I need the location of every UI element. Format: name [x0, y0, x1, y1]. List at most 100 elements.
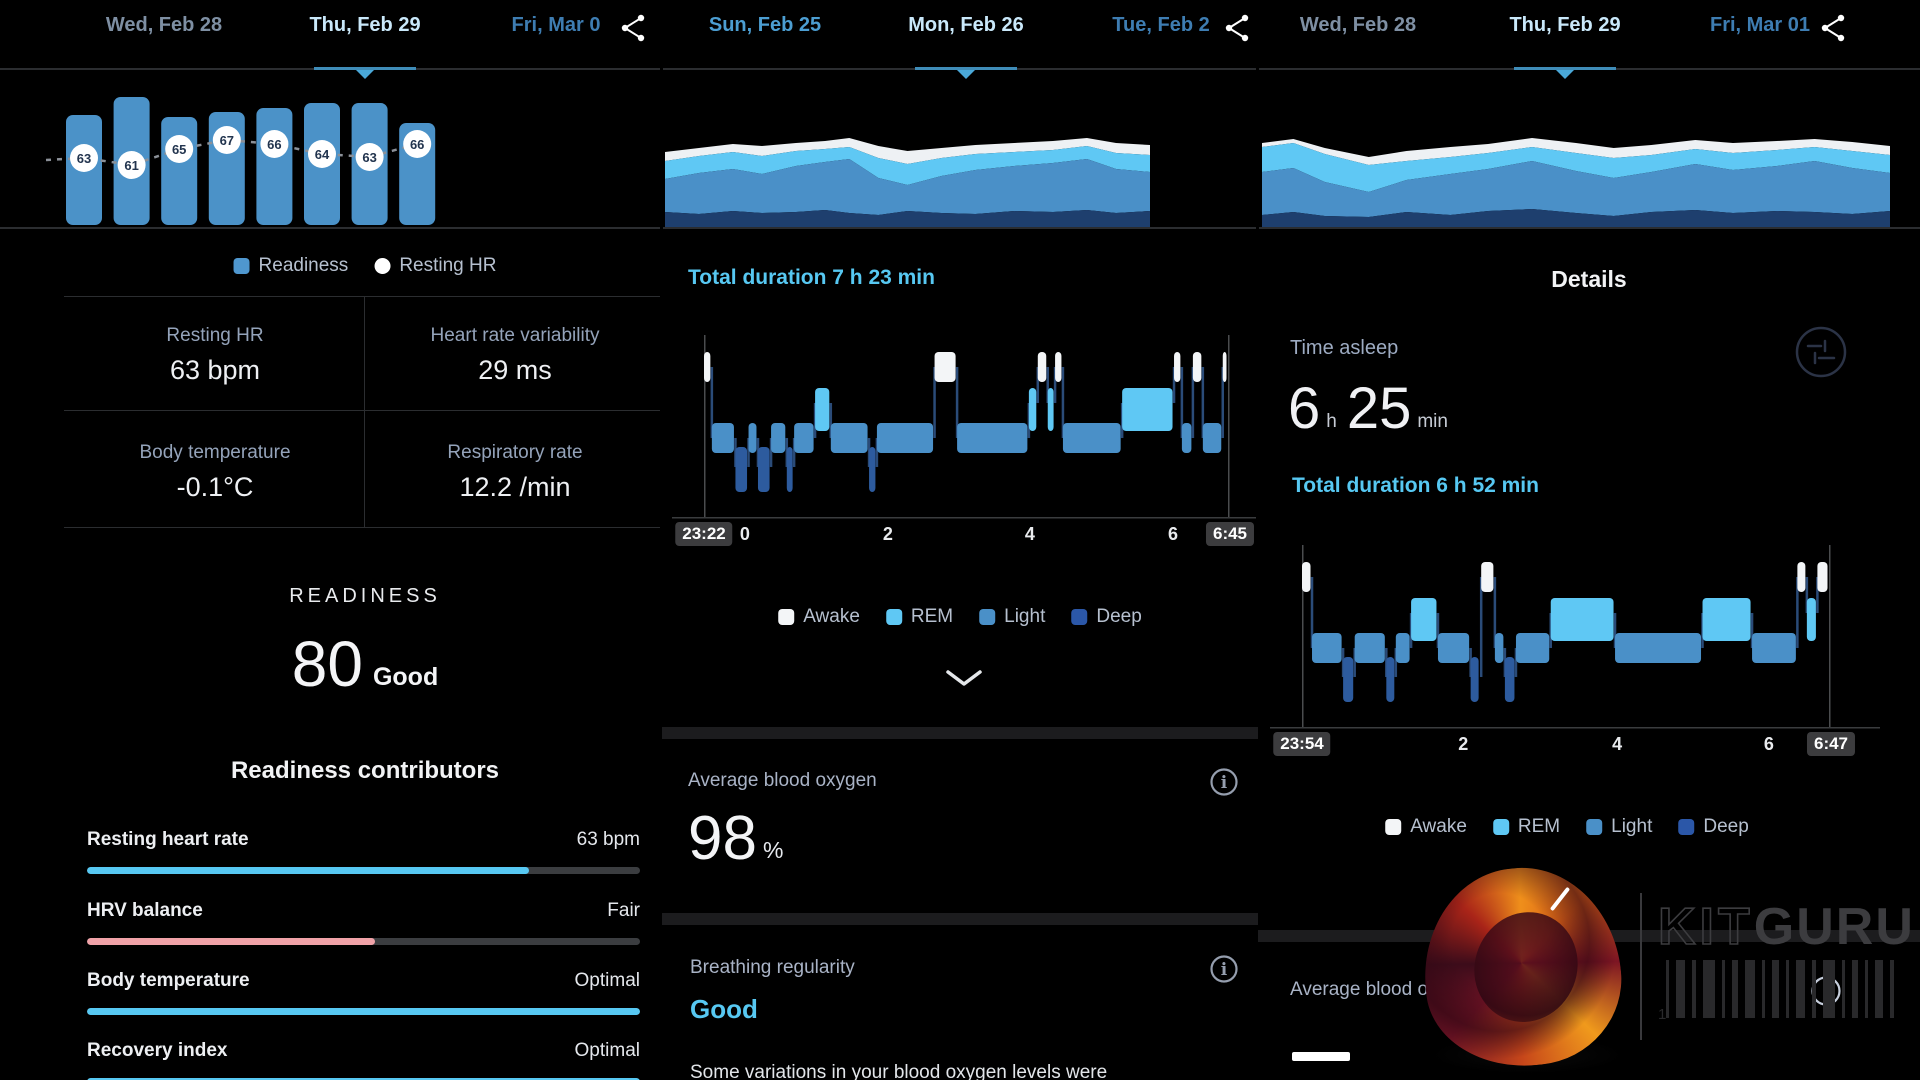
sleep-stages-chart[interactable] [1270, 539, 1880, 731]
date-tab-thu-feb-29[interactable]: Thu, Feb 29 [309, 14, 421, 36]
sleep-trend-area-chart[interactable] [665, 95, 1150, 229]
barcode-stripe [1722, 960, 1725, 1018]
date-tab-mon-feb-26[interactable]: Mon, Feb 26 [908, 14, 1024, 36]
breathing-regularity-label: Breathing regularity [690, 957, 855, 978]
hypnogram-tick-4: 4 [1612, 734, 1623, 754]
contributor-value-1: Fair [607, 900, 640, 921]
legend-label: Awake [1410, 816, 1467, 837]
stats-grid-line [64, 296, 660, 297]
barcode-stripe [1890, 960, 1894, 1018]
legend-item-rem: REM [1492, 816, 1561, 838]
date-tab-wed-feb-28[interactable]: Wed, Feb 28 [1299, 14, 1417, 36]
barcode-stripe [1703, 960, 1715, 1018]
contributor-value-0: 63 bpm [576, 829, 640, 850]
contributor-label-2: Body temperature [87, 970, 250, 991]
breathing-regularity-value: Good [690, 994, 758, 1024]
stats-grid-line [64, 527, 660, 528]
readiness-trend-chart[interactable]: 63 61 65 67 66 64 63 66 [40, 85, 460, 235]
svg-text:65: 65 [172, 142, 186, 157]
hypnogram-tick-6: 6 [1763, 734, 1774, 754]
legend-label: Resting HR [399, 255, 497, 276]
date-tab-sun-feb-25[interactable]: Sun, Feb 25 [708, 14, 822, 36]
hypnogram-end-time-badge: 6:45 [1205, 522, 1255, 546]
svg-text:i: i [1221, 960, 1228, 980]
total-duration-label-3: Total duration 6 h 52 min [1292, 474, 1539, 497]
contributor-label-3: Recovery index [87, 1040, 228, 1061]
contributor-label-1: HRV balance [87, 900, 203, 921]
hypnogram-tick-2: 2 [1458, 734, 1469, 754]
p2-chart-baseline [663, 227, 1256, 229]
barcode-stripe [1676, 960, 1685, 1018]
selected-date-pointer [1556, 70, 1574, 79]
stat-value-3: 12.2 /min [459, 472, 571, 502]
legend-item-light: Light [1586, 816, 1652, 838]
hypnogram-tick-4: 4 [1024, 524, 1035, 544]
readiness-score-rating: Good [372, 663, 439, 691]
time-asleep-label: Time asleep [1290, 337, 1399, 359]
info-icon[interactable]: i [1209, 767, 1239, 797]
selected-date-underline [915, 67, 1017, 70]
readiness-chart-legend: Readiness Resting HR [233, 255, 496, 277]
share-icon[interactable] [1818, 13, 1848, 43]
blood-oxygen-unit: % [762, 837, 784, 863]
selected-date-underline [314, 67, 416, 70]
contributor-bar-1 [87, 938, 640, 945]
readiness-score: 80 Good [292, 632, 438, 696]
contributor-label-0: Resting heart rate [87, 829, 249, 850]
p3-chart-baseline [1259, 227, 1920, 229]
contributor-bar-fill [87, 938, 375, 945]
svg-text:63: 63 [362, 150, 376, 165]
barcode-stripe [1842, 960, 1845, 1018]
svg-text:63: 63 [77, 151, 91, 166]
stat-label-3: Respiratory rate [447, 442, 583, 463]
kitguru-kit-text: KIT [1657, 898, 1754, 956]
light-swatch-icon [1586, 819, 1603, 835]
sleep-stage-legend: Awake REM Light Deep [1385, 816, 1749, 838]
date-tab-fri-mar-0[interactable]: Fri, Mar 0 [511, 14, 601, 36]
info-icon[interactable]: i [1209, 954, 1239, 984]
legend-label: Light [1004, 606, 1046, 627]
contributor-bar-3 [87, 1078, 640, 1080]
expand-chevron-icon[interactable] [946, 670, 982, 687]
stats-grid-line [64, 410, 660, 411]
share-icon[interactable] [618, 13, 648, 43]
svg-text:67: 67 [220, 133, 234, 148]
breathing-note-text: Some variations in your blood oxygen lev… [690, 1062, 1108, 1080]
date-tab-tue-feb-2[interactable]: Tue, Feb 2 [1112, 14, 1210, 36]
legend-label: REM [1517, 816, 1561, 837]
sleep-trend-area-chart[interactable] [1262, 95, 1890, 229]
hypnogram-start-time-badge: 23:22 [675, 522, 733, 546]
selected-date-pointer [957, 70, 975, 79]
stat-label-2: Body temperature [139, 442, 291, 463]
legend-item-awake: Awake [1385, 816, 1467, 838]
barcode-stripe [1812, 960, 1816, 1018]
date-tab-fri-mar-01[interactable]: Fri, Mar 01 [1709, 14, 1811, 36]
hypnogram-tick-0: 0 [739, 524, 750, 544]
stat-value-0: 63 bpm [169, 355, 261, 385]
time-asleep-minutes-unit: min [1417, 411, 1448, 432]
blood-oxygen-value: 98 % [688, 808, 783, 870]
p1-chart-baseline [0, 227, 660, 229]
kitguru-barcode [1666, 960, 1901, 1018]
svg-text:i: i [1221, 773, 1228, 793]
legend-item-awake: Awake [778, 606, 860, 628]
series-swatch-icon [374, 258, 391, 274]
deep-swatch-icon [1678, 819, 1695, 835]
deep-swatch-icon [1071, 609, 1088, 625]
awake-swatch-icon [778, 609, 795, 625]
tune-settings-icon[interactable] [1794, 325, 1848, 379]
date-tab-thu-feb-29[interactable]: Thu, Feb 29 [1509, 14, 1621, 36]
rem-swatch-icon [885, 609, 902, 625]
series-swatch-icon [233, 258, 250, 274]
contributor-bar-0 [87, 867, 640, 874]
sleep-stages-chart[interactable] [672, 329, 1256, 521]
light-swatch-icon [979, 609, 996, 625]
legend-item-resting-hr: Resting HR [374, 255, 496, 277]
date-tab-wed-feb-28[interactable]: Wed, Feb 28 [105, 14, 223, 36]
total-duration-label: Total duration 7 h 23 min [688, 266, 935, 289]
barcode-stripe [1745, 960, 1755, 1018]
selected-date-underline [1514, 67, 1616, 70]
share-icon[interactable] [1222, 13, 1252, 43]
hypnogram-tick-6: 6 [1167, 524, 1178, 544]
